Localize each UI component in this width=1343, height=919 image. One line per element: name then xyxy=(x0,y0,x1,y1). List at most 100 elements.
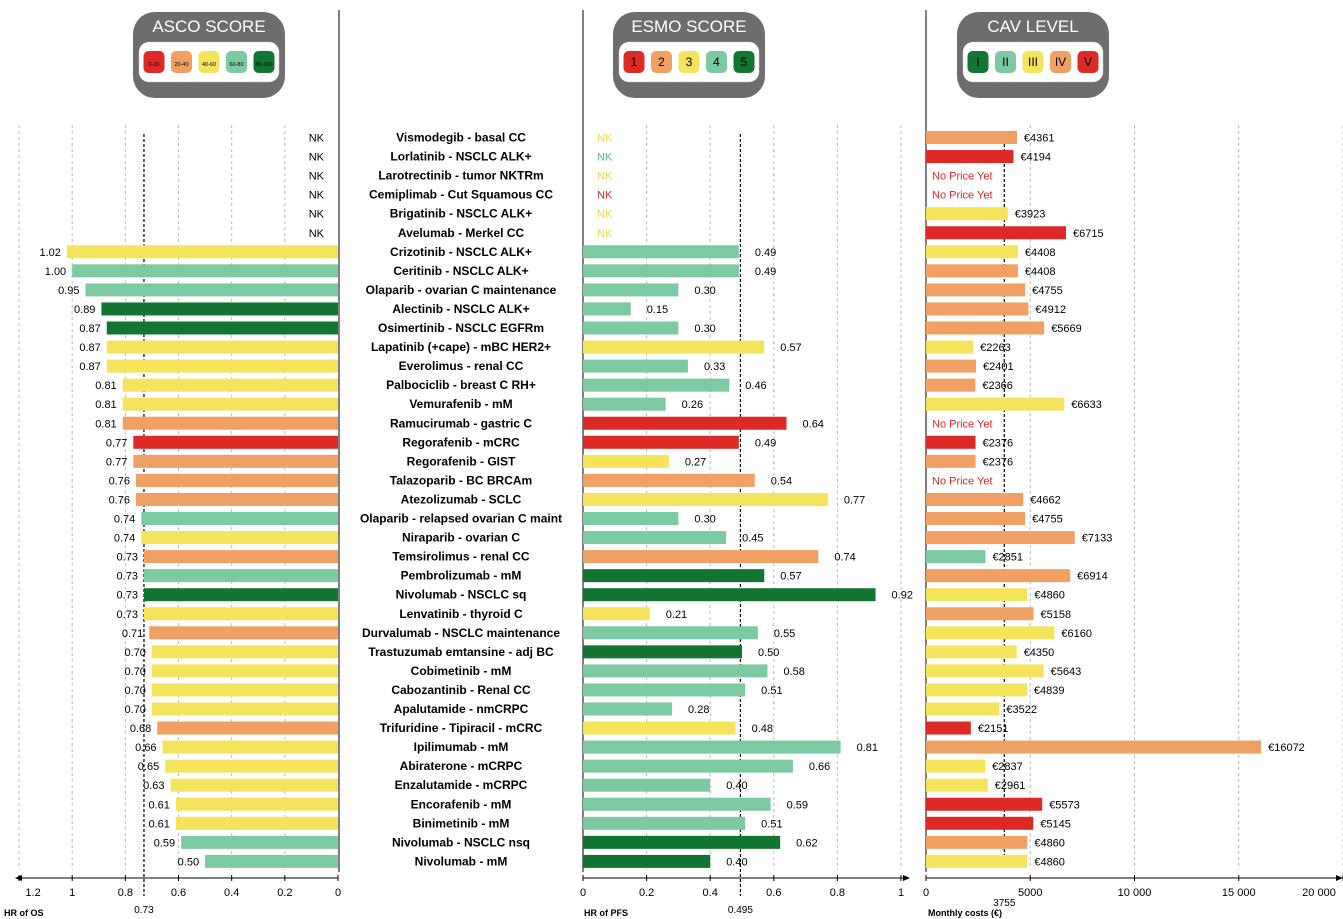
os-value-label: 0.81 xyxy=(95,399,116,411)
os-value-label: 0.87 xyxy=(79,342,100,354)
os-nk-label: NK xyxy=(309,133,325,145)
os-value-label: 0.50 xyxy=(178,856,199,868)
cost-axis-arrow xyxy=(1336,875,1343,881)
os-value-label: 0.73 xyxy=(117,590,138,602)
pfs-nk-label: NK xyxy=(597,228,613,240)
cost-value-label: €7133 xyxy=(1082,533,1113,545)
pfs-value-label: 0.74 xyxy=(834,552,855,564)
cost-bar xyxy=(926,226,1067,240)
drug-label: Brigatinib - NSCLC ALK+ xyxy=(390,207,533,221)
drug-label: Cemiplimab - Cut Squamous CC xyxy=(369,188,553,202)
pfs-bar xyxy=(583,854,711,868)
os-value-label: 0.70 xyxy=(125,704,146,716)
os-bar xyxy=(165,759,338,773)
os-value-label: 0.77 xyxy=(106,456,127,468)
os-tick-label: 0.2 xyxy=(277,887,292,899)
cost-bar xyxy=(926,778,988,792)
cost-axis-title: Monthly costs (€) xyxy=(928,908,1002,918)
pfs-bar xyxy=(583,264,739,278)
drug-label: Ceritinib - NSCLC ALK+ xyxy=(393,264,528,278)
esmo-legend-swatch xyxy=(678,51,700,73)
os-nk-label: NK xyxy=(309,228,325,240)
pfs-value-label: 0.45 xyxy=(742,533,763,545)
drug-label: Niraparib - ovarian C xyxy=(402,531,520,545)
cost-value-label: €4860 xyxy=(1034,590,1065,602)
pfs-nk-label: NK xyxy=(597,190,613,202)
os-value-label: 0.95 xyxy=(58,285,79,297)
cost-value-label: €2263 xyxy=(980,342,1011,354)
os-value-label: 0.77 xyxy=(106,437,127,449)
cav-legend-title: CAV LEVEL xyxy=(987,17,1078,36)
os-value-label: 1.00 xyxy=(45,266,66,278)
cost-value-label: €4361 xyxy=(1024,133,1055,145)
pfs-nk-label: NK xyxy=(597,209,613,221)
os-value-label: 0.73 xyxy=(117,571,138,583)
cost-value-label: €4755 xyxy=(1032,285,1063,297)
pfs-bar xyxy=(583,759,793,773)
pfs-bar xyxy=(583,454,669,468)
cost-value-label: €16072 xyxy=(1268,742,1305,754)
cost-tick-label: 15 000 xyxy=(1222,887,1256,899)
cost-value-label: €2837 xyxy=(992,761,1023,773)
asco-legend-item: 60-80 xyxy=(229,62,243,68)
cost-value-label: €4755 xyxy=(1032,514,1063,526)
pfs-bar xyxy=(583,607,650,621)
cost-bar xyxy=(926,264,1018,278)
cost-value-label: €6715 xyxy=(1073,228,1104,240)
pfs-value-label: 0.40 xyxy=(726,780,747,792)
pfs-value-label: 0.28 xyxy=(688,704,709,716)
cost-bar xyxy=(926,683,1027,697)
os-value-label: 0.70 xyxy=(125,647,146,659)
os-value-label: 0.81 xyxy=(95,380,116,392)
pfs-nk-label: NK xyxy=(597,152,613,164)
drug-label: Vismodegib - basal CC xyxy=(396,131,526,145)
pfs-tick-label: 1 xyxy=(898,887,904,899)
cav-legend-item: I xyxy=(976,55,979,69)
os-axis-title: HR of OS xyxy=(4,908,44,918)
cost-bar xyxy=(926,435,976,449)
cost-bar xyxy=(926,321,1045,335)
pfs-value-label: 0.59 xyxy=(787,799,808,811)
drug-label: Trastuzumab emtansine - adj BC xyxy=(368,645,554,659)
cost-value-label: €2366 xyxy=(982,380,1013,392)
drug-label: Apalutamide - nmCRPC xyxy=(394,702,529,716)
cost-value-label: €5158 xyxy=(1041,609,1072,621)
asco-legend-item: 0-20 xyxy=(148,62,159,68)
cost-bar xyxy=(926,207,1008,221)
cost-value-label: €4408 xyxy=(1025,266,1056,278)
cost-tick-label: 5000 xyxy=(1018,887,1042,899)
drug-label: Encorafenib - mM xyxy=(411,797,512,811)
drug-label: Trifuridine - Tipiracil - mCRC xyxy=(380,721,543,735)
cost-no-price-label: No Price Yet xyxy=(932,418,993,430)
cost-bar xyxy=(926,626,1055,640)
pfs-value-label: 0.77 xyxy=(844,494,865,506)
drug-label: Alectinib - NSCLC ALK+ xyxy=(392,302,529,316)
drug-label: Cabozantinib - Renal CC xyxy=(391,683,531,697)
esmo-legend-swatch xyxy=(623,51,645,73)
cav-legend-item: V xyxy=(1084,55,1092,69)
cost-bar xyxy=(926,150,1014,164)
pfs-value-label: 0.55 xyxy=(774,628,795,640)
cost-no-price-label: No Price Yet xyxy=(932,475,993,487)
os-tick-label: 1 xyxy=(69,887,75,899)
pfs-bar xyxy=(583,778,711,792)
cost-value-label: €4408 xyxy=(1025,247,1056,259)
pfs-value-label: 0.64 xyxy=(803,418,824,430)
asco-legend-item: 80-100 xyxy=(255,62,272,68)
esmo-legend-item: 5 xyxy=(741,55,748,69)
os-nk-label: NK xyxy=(309,152,325,164)
os-value-label: 0.63 xyxy=(143,780,164,792)
cost-bar xyxy=(926,702,1000,716)
cav-legend-item: III xyxy=(1028,55,1038,69)
bars xyxy=(66,131,1262,868)
pfs-bar xyxy=(583,473,755,487)
cost-bar xyxy=(926,378,976,392)
drug-label: Olaparib - relapsed ovarian C maint xyxy=(360,512,562,526)
pfs-value-label: 0.92 xyxy=(892,590,913,602)
os-bar xyxy=(205,854,338,868)
drug-label: Lorlatinib - NSCLC ALK+ xyxy=(390,150,531,164)
cav-legend-item: II xyxy=(1002,55,1009,69)
drug-label: Regorafenib - GIST xyxy=(407,454,516,468)
os-bar xyxy=(143,588,338,602)
drug-label: Regorafenib - mCRC xyxy=(402,435,520,449)
